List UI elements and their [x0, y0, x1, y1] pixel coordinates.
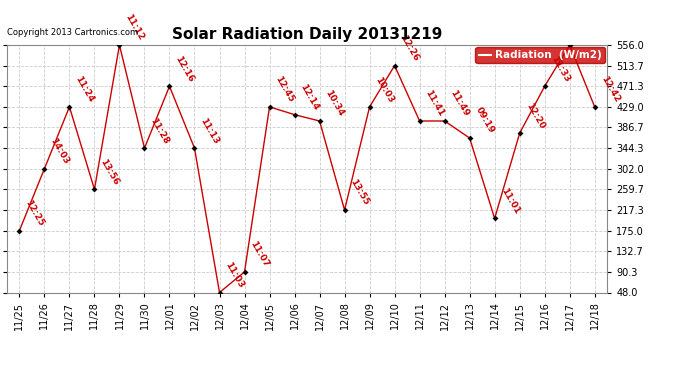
Text: 11:41: 11:41: [424, 89, 446, 118]
Text: 12:20: 12:20: [524, 101, 546, 130]
Text: 11:12: 11:12: [124, 13, 146, 42]
Title: Solar Radiation Daily 20131219: Solar Radiation Daily 20131219: [172, 27, 442, 42]
Text: 13:55: 13:55: [348, 178, 371, 207]
Legend: Radiation  (W/m2): Radiation (W/m2): [475, 47, 605, 63]
Text: 11:13: 11:13: [199, 116, 221, 146]
Text: Copyright 2013 Cartronics.com: Copyright 2013 Cartronics.com: [7, 28, 138, 37]
Text: 10:34: 10:34: [324, 89, 346, 118]
Text: 11:33: 11:33: [549, 54, 571, 84]
Text: 10:03: 10:03: [374, 75, 396, 104]
Text: 12:16: 12:16: [174, 54, 196, 84]
Text: 11:24: 11:24: [74, 75, 96, 104]
Text: 12:26: 12:26: [399, 33, 421, 63]
Text: 11:03: 11:03: [224, 261, 246, 290]
Text: 09:19: 09:19: [474, 106, 496, 135]
Text: 12:42: 12:42: [599, 75, 621, 104]
Text: 11:28: 11:28: [148, 116, 170, 146]
Text: 13:56: 13:56: [99, 157, 121, 187]
Text: 12:14: 12:14: [299, 82, 321, 112]
Text: 14:03: 14:03: [48, 136, 70, 166]
Text: 12:25: 12:25: [23, 198, 46, 228]
Text: 11:07: 11:07: [248, 240, 270, 269]
Text: 11:01: 11:01: [499, 186, 521, 216]
Text: 12:45: 12:45: [274, 75, 296, 104]
Text: 11:49: 11:49: [448, 89, 471, 118]
